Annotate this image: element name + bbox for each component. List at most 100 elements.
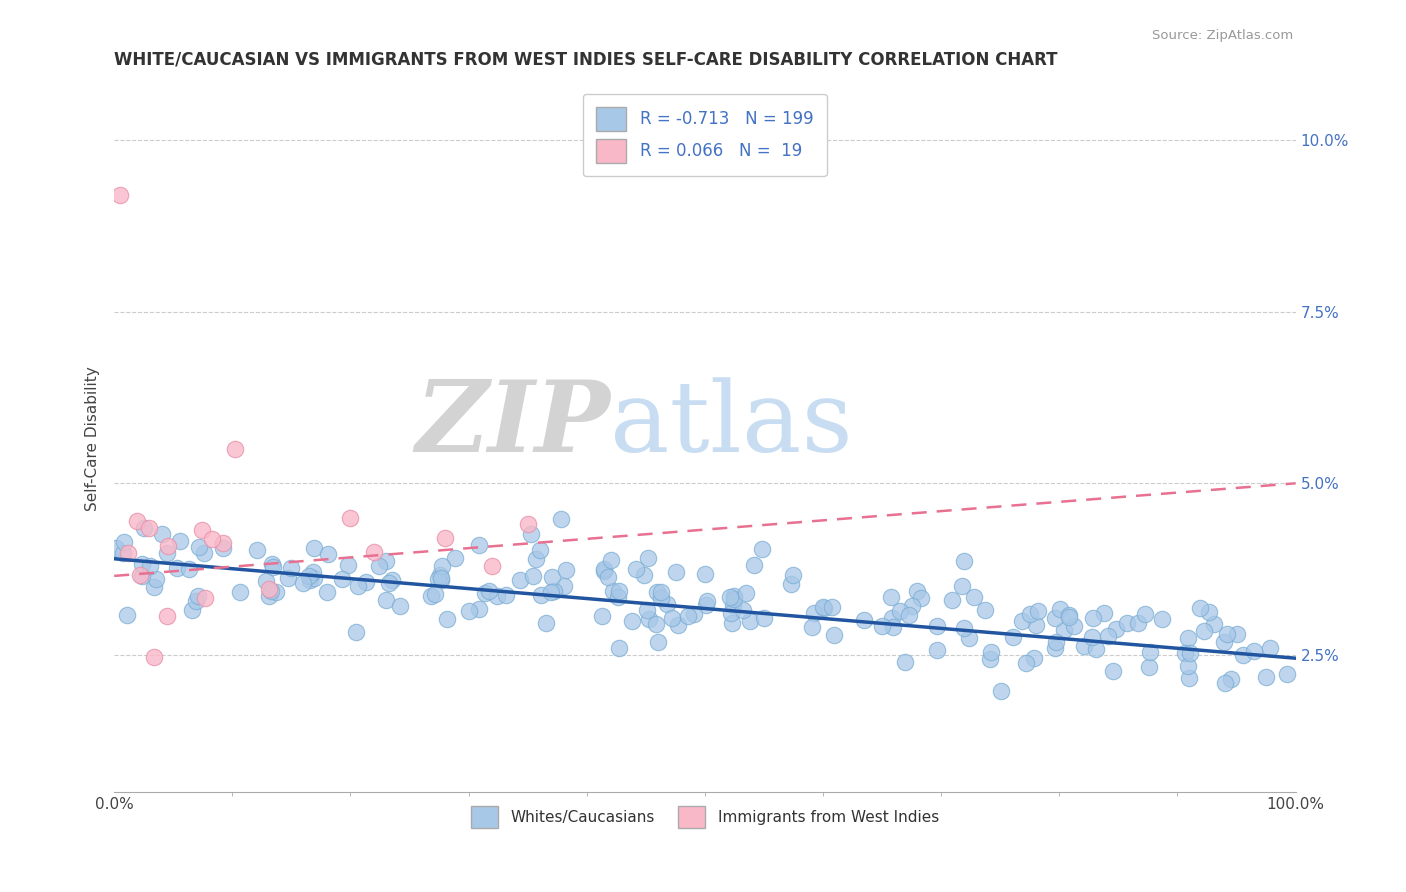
Point: [1178, 646, 1201, 660]
Point: [458, 604, 481, 618]
Point: [495, 587, 517, 601]
Point: [661, 611, 683, 625]
Point: [188, 540, 211, 554]
Point: [718, 591, 741, 605]
Point: [292, 576, 315, 591]
Point: [524, 551, 547, 566]
Text: ZIP: ZIP: [415, 376, 610, 473]
Point: [191, 523, 214, 537]
Point: [262, 559, 284, 574]
Point: [108, 188, 131, 202]
Point: [1243, 644, 1265, 658]
Point: [142, 649, 165, 664]
Point: [1188, 601, 1211, 615]
Point: [478, 584, 501, 599]
Point: [302, 565, 325, 579]
Point: [602, 584, 624, 599]
Point: [375, 592, 398, 607]
Point: [645, 585, 668, 599]
Point: [1126, 616, 1149, 631]
Point: [1053, 624, 1076, 638]
Point: [811, 599, 834, 614]
Point: [782, 567, 804, 582]
Text: Source: ZipAtlas.com: Source: ZipAtlas.com: [1153, 29, 1294, 43]
Point: [143, 580, 166, 594]
Point: [655, 597, 678, 611]
Point: [645, 617, 668, 632]
Point: [429, 568, 451, 582]
Point: [950, 579, 973, 593]
Point: [179, 562, 201, 576]
Point: [735, 585, 758, 599]
Point: [633, 567, 655, 582]
Point: [132, 521, 155, 535]
Point: [1063, 619, 1085, 633]
Point: [624, 561, 647, 575]
Point: [1081, 611, 1104, 625]
Point: [363, 545, 385, 559]
Point: [423, 587, 446, 601]
Point: [486, 589, 509, 603]
Point: [637, 551, 659, 566]
Point: [720, 606, 742, 620]
Point: [555, 563, 578, 577]
Point: [169, 534, 191, 549]
Point: [1204, 616, 1226, 631]
Point: [897, 607, 920, 622]
Point: [330, 572, 353, 586]
Point: [131, 558, 153, 572]
Point: [260, 584, 283, 599]
Point: [882, 610, 904, 624]
Point: [1133, 607, 1156, 622]
Point: [683, 607, 706, 621]
Point: [1043, 611, 1066, 625]
Point: [429, 571, 451, 585]
Point: [1192, 624, 1215, 638]
Point: [536, 615, 558, 630]
Point: [957, 631, 980, 645]
Point: [420, 589, 443, 603]
Point: [609, 641, 631, 656]
Point: [388, 599, 411, 614]
Point: [1275, 667, 1298, 681]
Point: [128, 568, 150, 582]
Point: [339, 510, 361, 524]
Point: [1177, 658, 1199, 673]
Point: [723, 589, 745, 603]
Point: [316, 585, 339, 599]
Point: [356, 575, 378, 590]
Point: [145, 572, 167, 586]
Point: [1057, 608, 1080, 623]
Point: [721, 598, 744, 612]
Point: [1139, 645, 1161, 659]
Point: [870, 619, 893, 633]
Point: [257, 589, 280, 603]
Point: [953, 554, 976, 568]
Point: [599, 553, 621, 567]
Point: [430, 559, 453, 574]
Point: [184, 594, 207, 608]
Point: [751, 542, 773, 557]
Point: [156, 546, 179, 560]
Y-axis label: Self-Care Disability: Self-Care Disability: [86, 367, 100, 511]
Point: [117, 546, 139, 560]
Point: [540, 569, 562, 583]
Point: [1057, 609, 1080, 624]
Point: [1081, 630, 1104, 644]
Point: [593, 562, 616, 576]
Point: [131, 569, 153, 583]
Point: [304, 541, 326, 556]
Point: [430, 573, 453, 587]
Point: [156, 608, 179, 623]
Point: [650, 585, 672, 599]
Point: [298, 569, 321, 583]
Point: [953, 622, 976, 636]
Point: [1219, 672, 1241, 686]
Point: [1226, 626, 1249, 640]
Point: [280, 561, 302, 575]
Point: [150, 527, 173, 541]
Point: [979, 652, 1001, 666]
Point: [1174, 647, 1197, 661]
Point: [742, 558, 765, 572]
Point: [212, 541, 235, 555]
